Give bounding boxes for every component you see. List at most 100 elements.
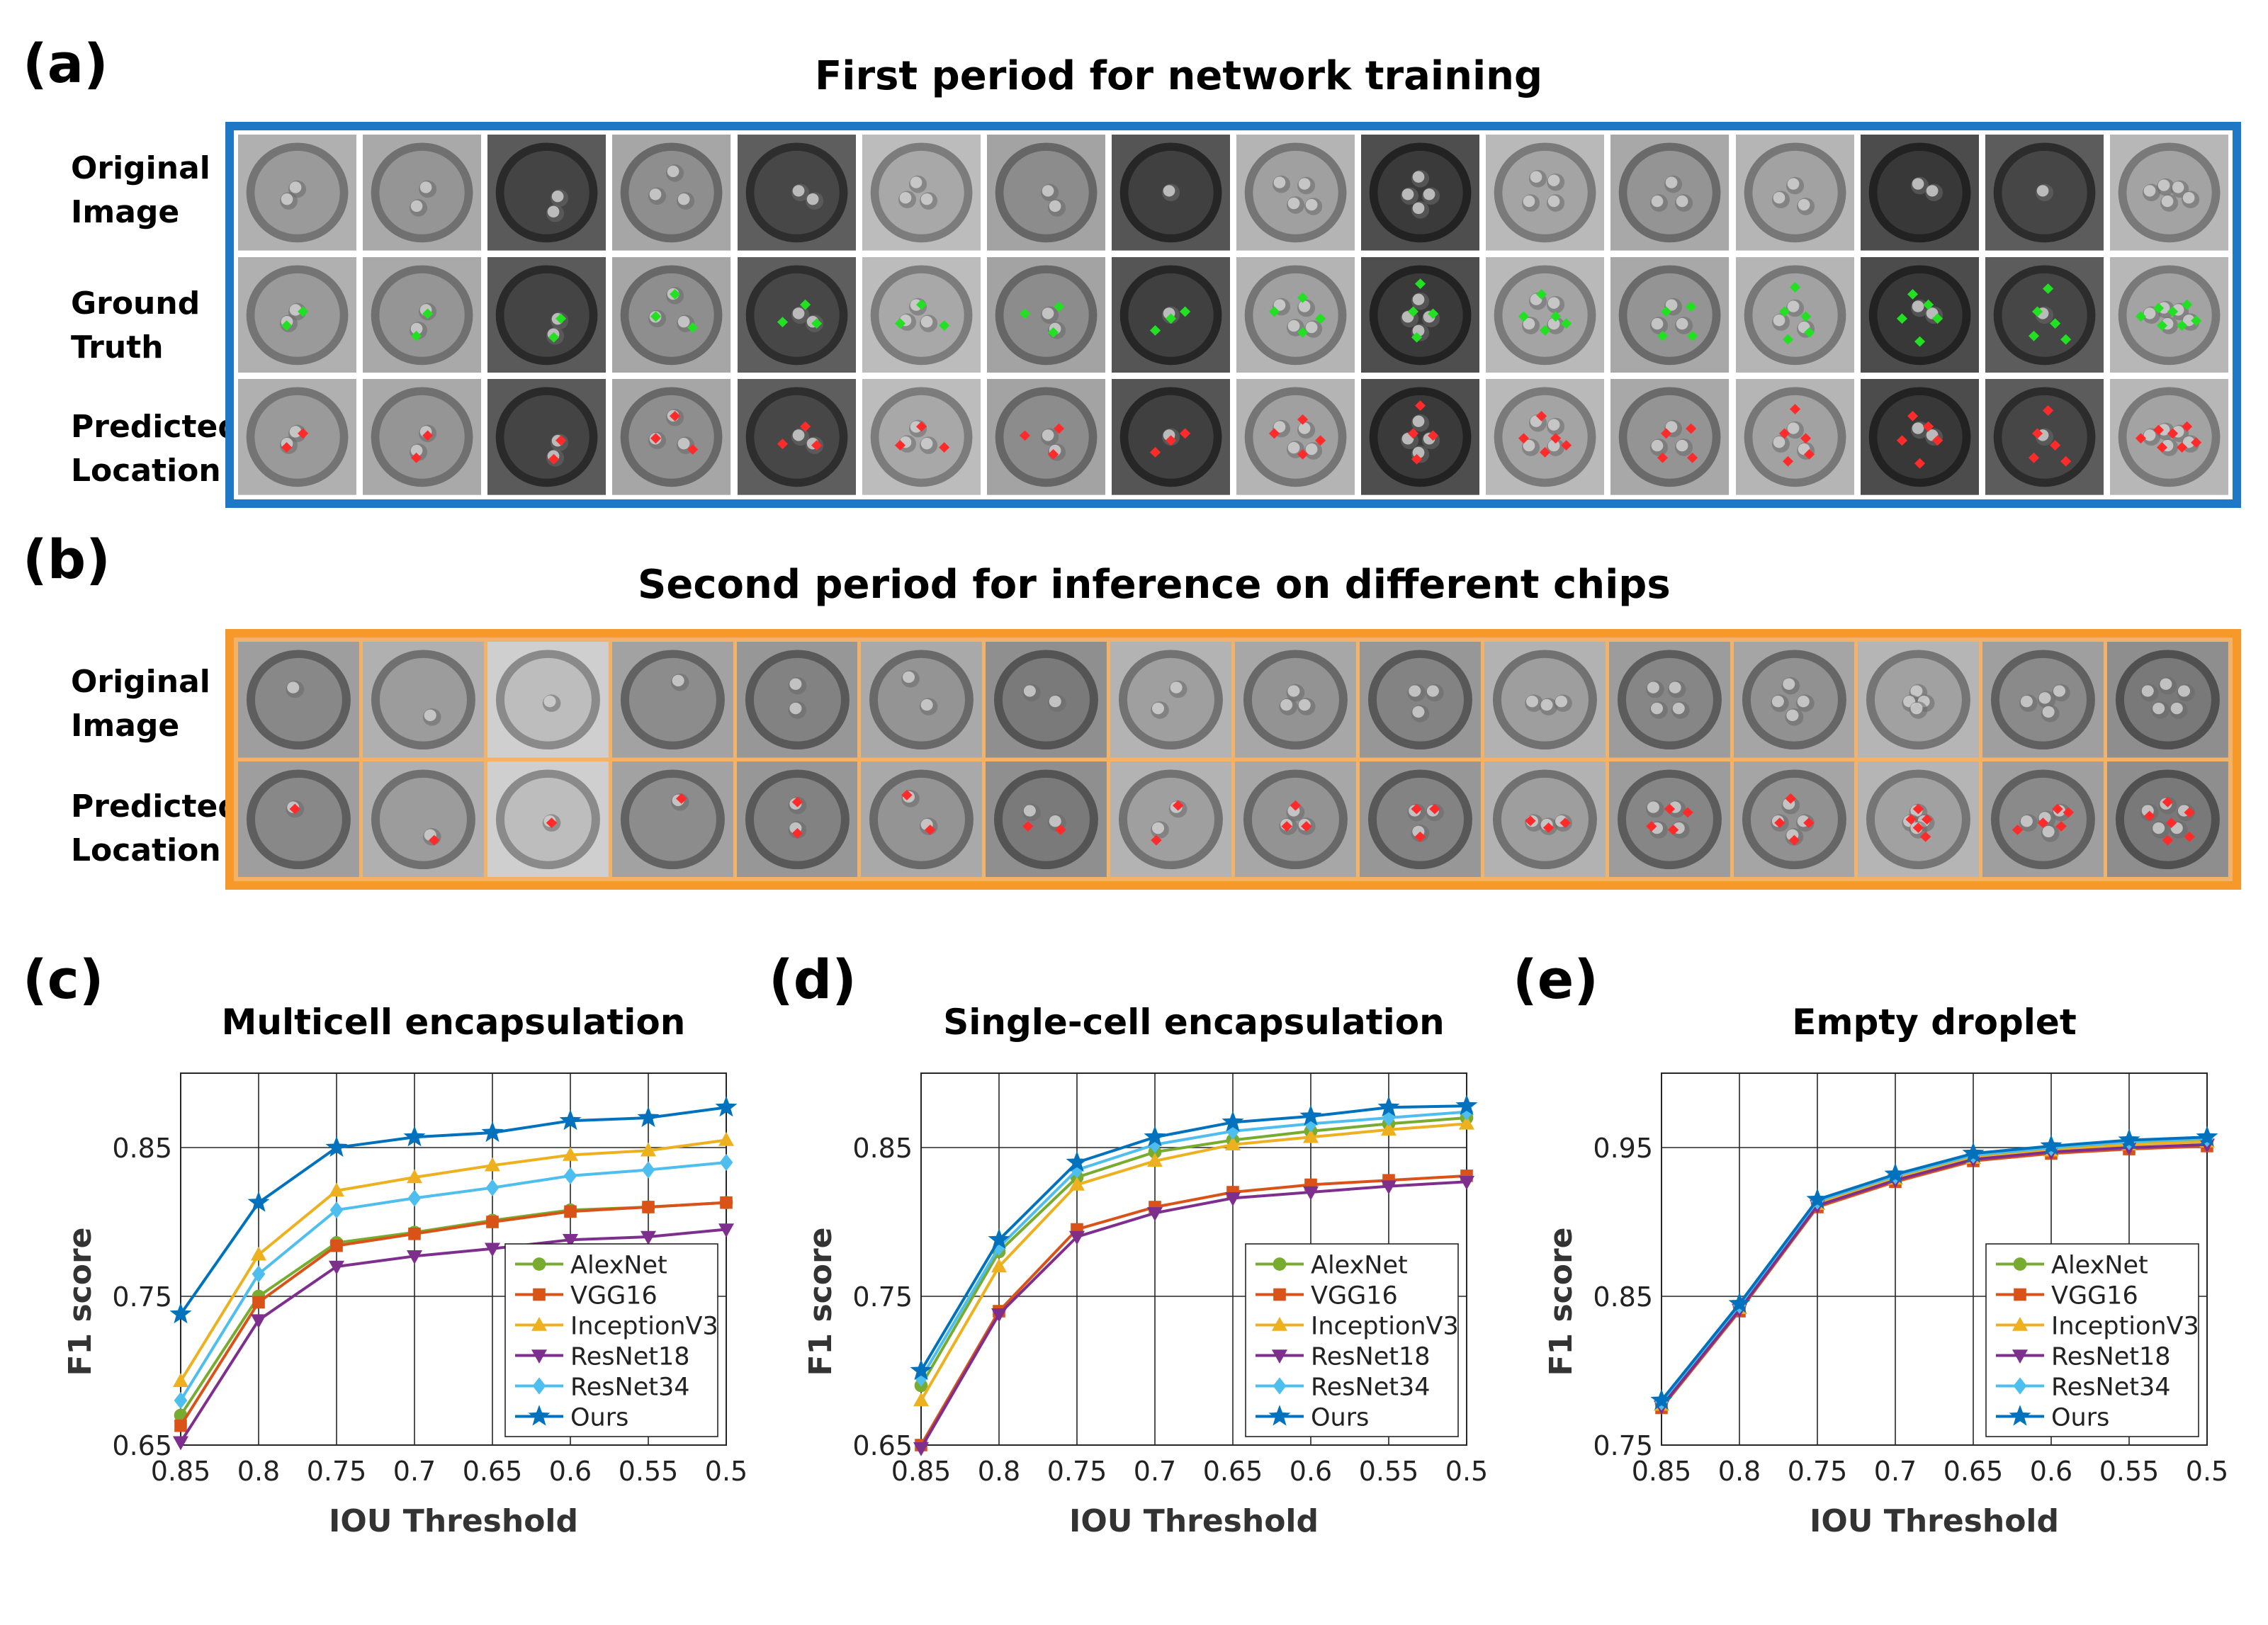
data-point — [485, 1179, 500, 1196]
panel-a-label: (a) — [23, 32, 108, 95]
series-markers-resnet18 — [913, 1176, 1474, 1456]
y-axis-label: F1 score — [1543, 1227, 1579, 1376]
panel-a-pred-image-8 — [1111, 379, 1230, 495]
series-line-vgg16 — [920, 1174, 1467, 1446]
panel-b-orig-image-2 — [362, 642, 484, 758]
data-point — [913, 1392, 929, 1407]
y-tick-label: 0.75 — [852, 1281, 913, 1313]
panel-a-pred-image-13 — [1735, 379, 1854, 495]
data-point — [641, 1142, 656, 1157]
legend-entry: AlexNet — [570, 1252, 667, 1280]
data-point — [173, 1373, 188, 1387]
panel-b-label: (b) — [23, 528, 111, 591]
panel-a-orig-image-4 — [612, 135, 731, 251]
x-axis-label: IOU Threshold — [329, 1503, 578, 1539]
legend-marker — [531, 1316, 547, 1331]
panel-a-truth-image-14 — [1860, 256, 1979, 373]
legend-marker — [2012, 1316, 2028, 1331]
panel-b-pred-image-15 — [1982, 761, 2104, 877]
data-point — [1962, 1142, 1985, 1163]
data-point — [718, 1223, 734, 1238]
chart-title: Multicell encapsulation — [222, 1002, 686, 1043]
chart-title: Single-cell encapsulation — [943, 1002, 1444, 1043]
panel-b-image-grid — [238, 642, 2228, 877]
data-point — [1225, 1192, 1241, 1206]
data-point — [720, 1196, 733, 1209]
x-tick-label: 0.85 — [151, 1456, 211, 1487]
chart-single-cell: Single-cell encapsulation 0.65 0.75 0.85 0.8… — [803, 1002, 1488, 1539]
panel-b-pred-image-12 — [1608, 761, 1730, 877]
x-tick-label: 0.6 — [1290, 1456, 1332, 1487]
panel-b-orig-image-5 — [736, 642, 858, 758]
panel-a-truth-image-2 — [363, 256, 482, 373]
plot-area-frame — [920, 1072, 1467, 1446]
panel-b-pred-image-2 — [362, 761, 484, 877]
panel-b-title: Second period for inference on different… — [638, 562, 1671, 608]
legend-entry: ResNet34 — [2051, 1374, 2171, 1402]
chart-title: Empty droplet — [1792, 1002, 2077, 1043]
panel-b-orig-image-12 — [1608, 642, 1730, 758]
panel-a-pred-image-4 — [612, 379, 731, 495]
data-point — [169, 1303, 192, 1324]
series-markers-ours — [1650, 1126, 2218, 1410]
data-point — [325, 1136, 348, 1157]
series-line-resnet18 — [1660, 1143, 2208, 1408]
data-point — [251, 1246, 266, 1261]
data-point — [563, 1233, 578, 1248]
series-markers-inceptionv3 — [913, 1115, 1474, 1407]
x-tick-label: 0.75 — [1047, 1456, 1107, 1487]
legend-marker — [2009, 1405, 2031, 1426]
panel-a-pred-image-15 — [1985, 379, 2104, 495]
x-tick-label: 0.5 — [2186, 1456, 2228, 1487]
data-point — [991, 1258, 1007, 1273]
panel-b-pred-image-9 — [1235, 761, 1356, 877]
data-point — [563, 1146, 578, 1161]
legend-marker — [1272, 1349, 1287, 1364]
x-axis-label: IOU Threshold — [1069, 1503, 1319, 1539]
data-point — [174, 1419, 187, 1432]
series-line-inceptionv3 — [179, 1138, 727, 1382]
y-tick-label: 0.95 — [1593, 1133, 1653, 1164]
data-point — [407, 1169, 422, 1184]
panel-a-orig-image-16 — [2109, 135, 2228, 251]
panel-b-row-label-predicted: Predicted Location — [71, 788, 240, 868]
x-tick-label: 0.85 — [1632, 1456, 1692, 1487]
data-point — [559, 1109, 582, 1131]
plot-area-frame — [1661, 1072, 2208, 1446]
data-point — [1303, 1128, 1319, 1143]
x-tick-label: 0.55 — [1359, 1456, 1419, 1487]
x-tick-label: 0.7 — [1134, 1456, 1176, 1487]
panel-b-orig-image-14 — [1858, 642, 1980, 758]
x-tick-label: 0.65 — [1203, 1456, 1263, 1487]
panel-a-truth-image-16 — [2109, 256, 2228, 373]
panel-b-orig-image-1 — [238, 642, 359, 758]
panel-b-pred-image-16 — [2107, 761, 2228, 877]
y-tick-label: 0.85 — [112, 1133, 172, 1164]
data-point — [1222, 1111, 1244, 1132]
data-point — [1806, 1188, 1829, 1209]
data-point — [1069, 1230, 1085, 1245]
series-line-resnet34 — [179, 1161, 727, 1402]
data-point — [1728, 1292, 1751, 1313]
legend-entry: AlexNet — [1311, 1252, 1408, 1280]
legend-marker — [1272, 1316, 1287, 1331]
legend-entry: InceptionV3 — [2051, 1313, 2199, 1341]
data-point — [1459, 1115, 1474, 1130]
data-point — [329, 1260, 344, 1275]
panel-b-pred-image-13 — [1733, 761, 1855, 877]
y-tick-label: 0.75 — [1593, 1430, 1653, 1461]
panel-a-orig-image-9 — [1236, 135, 1355, 251]
data-point — [718, 1131, 734, 1146]
panel-b-pred-image-10 — [1359, 761, 1481, 877]
panel-a-pred-image-2 — [363, 379, 482, 495]
x-tick-label: 0.7 — [1874, 1456, 1917, 1487]
legend-entry: Ours — [2051, 1404, 2109, 1432]
data-point — [1381, 1121, 1397, 1136]
panel-a-orig-image-11 — [1486, 135, 1605, 251]
panel-a-pred-image-7 — [986, 379, 1105, 495]
legend-entry: ResNet34 — [1311, 1374, 1431, 1402]
panel-a-orig-image-6 — [862, 135, 981, 251]
panel-b-orig-image-3 — [487, 642, 609, 758]
x-tick-label: 0.6 — [549, 1456, 592, 1487]
series-markers-ours — [169, 1096, 738, 1324]
